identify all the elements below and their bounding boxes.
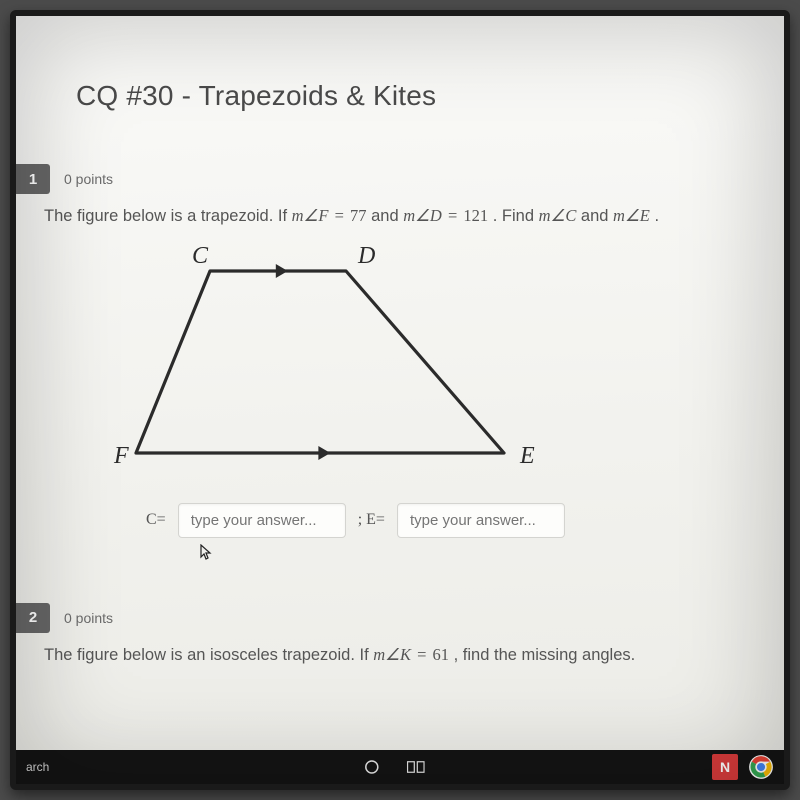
trapezoid-figure: F E D C — [106, 235, 566, 485]
prompt-text: The figure below is an isosceles trapezo… — [44, 646, 373, 664]
math-expr: m∠D = 121 — [403, 206, 488, 225]
taskbar: arch N — [16, 750, 784, 784]
screen-content: CQ #30 - Trapezoids & Kites 1 0 points T… — [16, 16, 784, 784]
answer-input-c[interactable] — [178, 503, 346, 538]
question-number-badge: 2 — [16, 603, 50, 633]
question-2-header: 2 0 points — [16, 603, 784, 633]
answer-input-e[interactable] — [397, 503, 565, 538]
taskbar-app-tile[interactable]: N — [712, 754, 738, 780]
question-2-prompt: The figure below is an isosceles trapezo… — [16, 633, 784, 668]
prompt-text: , find the missing angles. — [454, 646, 636, 664]
cursor-icon — [196, 544, 784, 565]
svg-text:F: F — [113, 443, 129, 469]
svg-text:D: D — [357, 243, 375, 269]
question-points: 0 points — [64, 171, 113, 187]
question-1-prompt: The figure below is a trapezoid. If m∠F … — [16, 194, 784, 229]
task-view-icon[interactable] — [407, 759, 425, 775]
svg-text:E: E — [519, 443, 535, 469]
prompt-text: . — [654, 207, 659, 225]
question-1: 1 0 points The figure below is a trapezo… — [16, 164, 784, 565]
taskbar-right: N — [712, 754, 774, 780]
cortana-circle-icon[interactable] — [363, 758, 381, 776]
question-number-badge: 1 — [16, 164, 50, 194]
math-expr: m∠C — [539, 206, 577, 225]
answer-label-e: ; E= — [358, 511, 385, 529]
prompt-text: The figure below is a trapezoid. If — [44, 207, 292, 225]
question-2: 2 0 points The figure below is an isosce… — [16, 603, 784, 668]
page-header: CQ #30 - Trapezoids & Kites — [16, 52, 784, 128]
figure-container: F E D C — [16, 229, 784, 485]
question-points: 0 points — [64, 610, 113, 626]
prompt-text: . Find — [493, 207, 539, 225]
math-expr: m∠F = 77 — [292, 206, 367, 225]
page-title: CQ #30 - Trapezoids & Kites — [76, 80, 724, 112]
answer-label-c: C= — [146, 511, 166, 529]
taskbar-search-fragment[interactable]: arch — [26, 760, 49, 774]
prompt-text: and — [581, 207, 613, 225]
question-1-header: 1 0 points — [16, 164, 784, 194]
prompt-text: and — [371, 207, 403, 225]
math-expr: m∠K = 61 — [373, 645, 449, 664]
answer-row: C= ; E= — [16, 485, 784, 538]
math-expr: m∠E — [613, 206, 650, 225]
device-bezel: CQ #30 - Trapezoids & Kites 1 0 points T… — [10, 10, 790, 790]
taskbar-center — [363, 758, 425, 776]
chrome-icon[interactable] — [748, 754, 774, 780]
svg-text:C: C — [192, 243, 209, 269]
